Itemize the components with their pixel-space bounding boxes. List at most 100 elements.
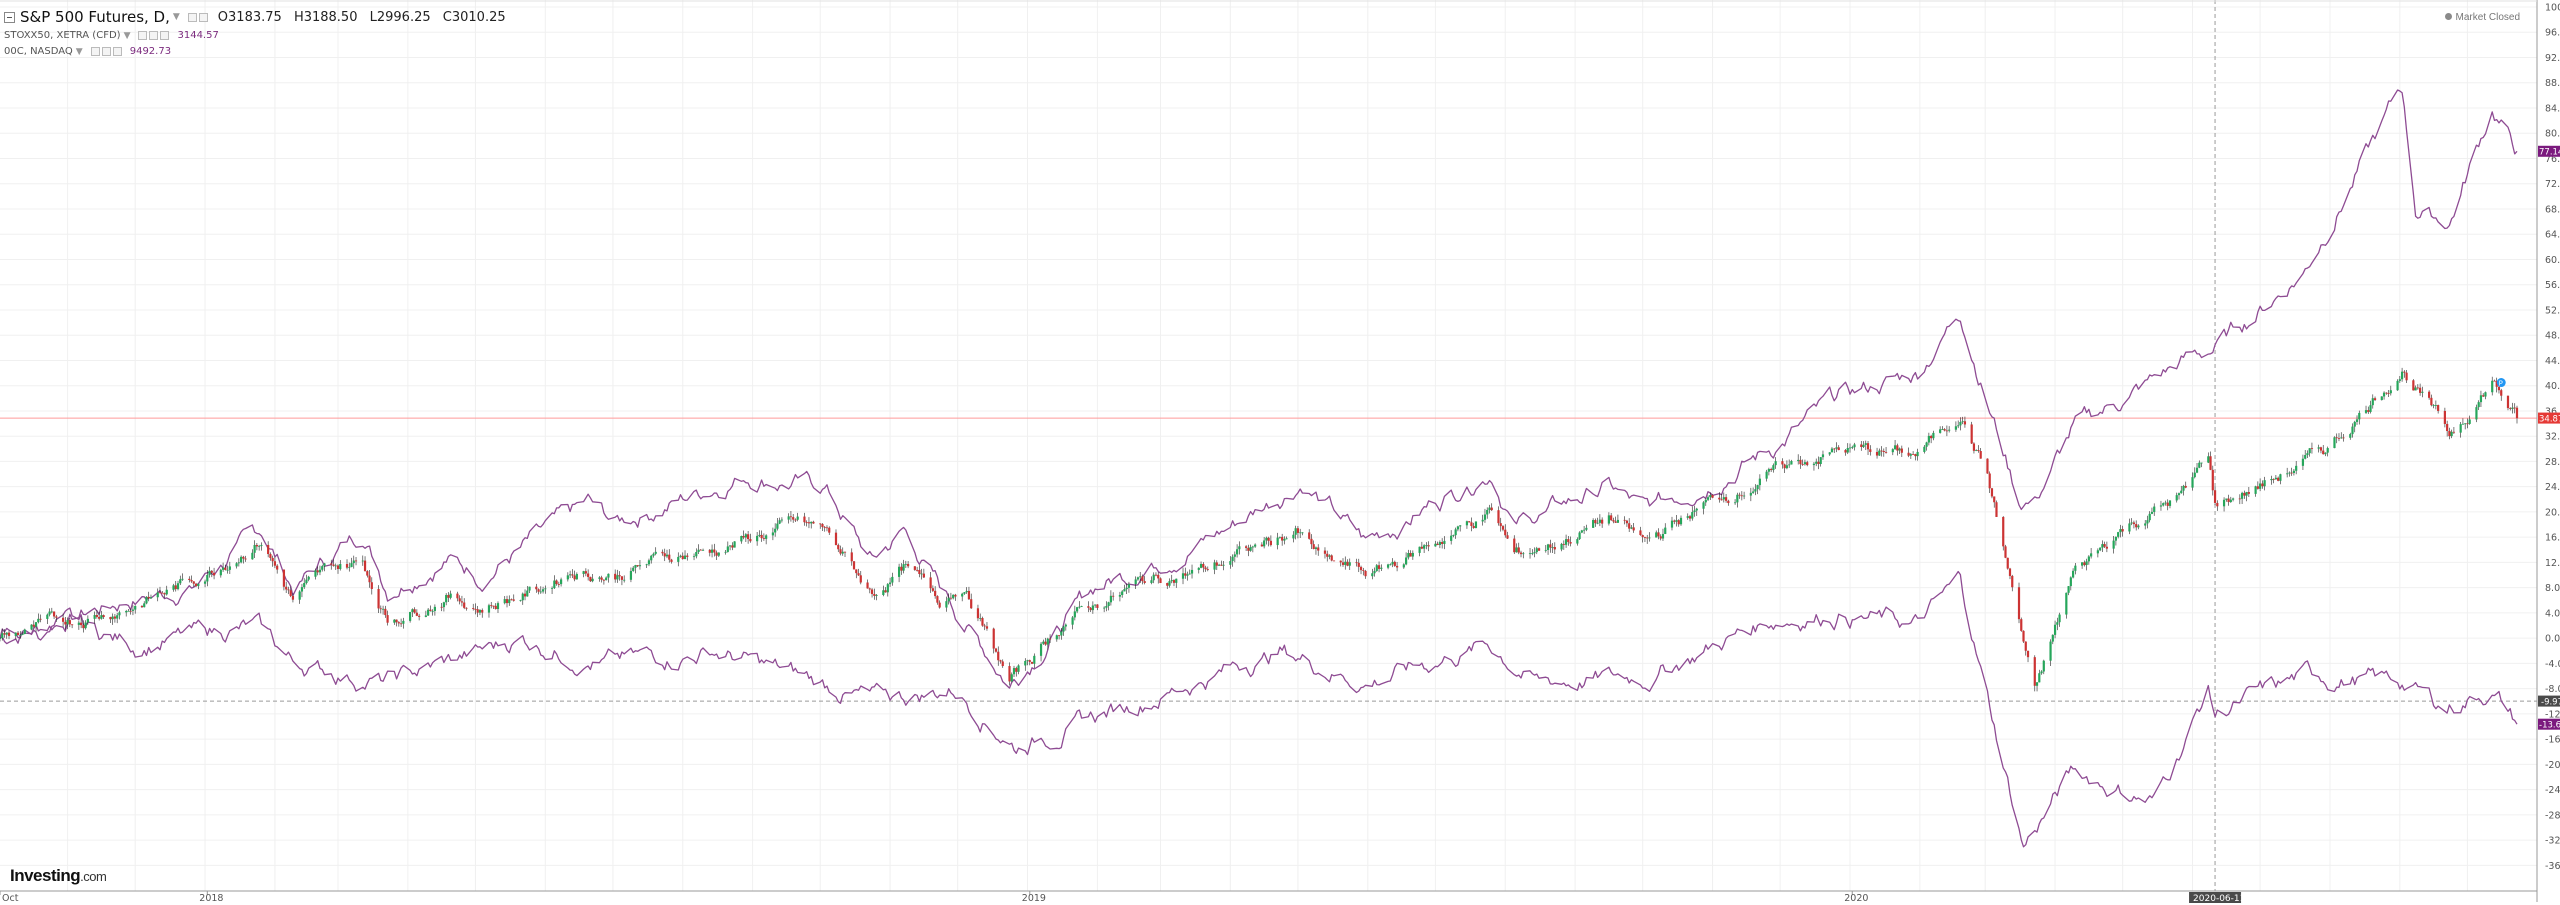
candle-body — [140, 606, 144, 608]
chevron-down-icon[interactable]: ▼ — [172, 12, 180, 22]
y-tick-label: 12.00% — [2545, 558, 2560, 569]
close-icon[interactable] — [198, 12, 208, 22]
compare-series-header: STOXX50, XETRA (CFD) ▼ 3144.57 — [4, 30, 219, 41]
candle-body — [1064, 624, 1067, 627]
candle-body — [1039, 643, 1043, 656]
candle-body — [1625, 520, 1629, 524]
close-icon[interactable] — [160, 31, 170, 40]
y-tick-label: 88.00% — [2545, 78, 2560, 89]
y-tick-label: 92.00% — [2545, 53, 2560, 64]
candle-body — [98, 616, 101, 619]
candle-body — [812, 521, 815, 524]
candle-body — [731, 545, 734, 548]
candle-body — [2373, 398, 2377, 401]
candle-body — [1235, 549, 1239, 555]
candle-body — [747, 534, 750, 540]
y-tick-label: 100.00% — [2545, 3, 2560, 14]
chevron-down-icon[interactable]: ▼ — [75, 46, 83, 57]
candle-body — [1869, 449, 1872, 452]
compare-symbol[interactable]: STOXX50, XETRA (CFD) — [4, 30, 121, 41]
candle-body — [2421, 391, 2424, 393]
candle-body — [2042, 660, 2045, 672]
candle-body — [1963, 421, 1967, 425]
candle-body — [1848, 447, 1852, 449]
candle-body — [2340, 437, 2343, 439]
last-value-tag — [2538, 412, 2560, 424]
candle-body — [976, 608, 980, 619]
candle-body — [740, 536, 743, 542]
candle-body — [32, 624, 35, 627]
candle-body — [111, 616, 114, 620]
eye-icon[interactable] — [90, 47, 100, 56]
candle-body — [717, 552, 720, 556]
candle-body — [1927, 435, 1930, 443]
candle-body — [2103, 544, 2106, 547]
candle-body — [2261, 483, 2264, 487]
candle-body — [620, 576, 624, 580]
eye-icon[interactable] — [138, 31, 148, 40]
candle-body — [1948, 429, 1951, 431]
candle-body — [1299, 532, 1302, 534]
candle-body — [2322, 450, 2325, 455]
candle-body — [1923, 446, 1926, 452]
candle-body — [1819, 457, 1822, 465]
candle-body — [1990, 488, 1994, 497]
candle-body — [661, 551, 664, 554]
chevron-down-icon[interactable]: ▼ — [123, 30, 131, 41]
last-value-label: 34.87% — [2539, 414, 2560, 424]
candle-body — [332, 564, 335, 566]
candle-body — [965, 590, 968, 593]
candle-body — [2033, 657, 2036, 686]
settings-icon[interactable] — [149, 31, 159, 40]
candle-body — [1152, 574, 1155, 581]
candle-body — [2263, 480, 2266, 487]
candle-body — [2238, 498, 2241, 500]
candle-body — [1204, 567, 1207, 570]
candle-body — [2148, 513, 2151, 521]
candle-body — [2040, 671, 2043, 674]
candle-body — [80, 622, 83, 626]
symbol-title[interactable]: S&P 500 Futures, D, — [20, 8, 170, 26]
candle-body — [724, 551, 727, 553]
candle-body — [1828, 452, 1831, 455]
candle-body — [1675, 520, 1678, 522]
candle-body — [1215, 562, 1218, 566]
candle-body — [1170, 580, 1173, 582]
candle-body — [1281, 536, 1284, 541]
candle-body — [1815, 461, 1818, 464]
candle-body — [825, 527, 829, 529]
compare-symbol[interactable]: 00C, NASDAQ — [4, 46, 73, 57]
candle-body — [2292, 470, 2296, 473]
collapse-icon[interactable] — [4, 11, 15, 23]
candle-body — [2130, 522, 2133, 524]
candle-body — [1199, 563, 1203, 568]
candle-body — [282, 569, 286, 587]
candle-body — [1497, 510, 1500, 524]
candle-body — [2301, 458, 2305, 466]
candle-body — [2144, 523, 2147, 526]
candle-body — [1607, 515, 1610, 524]
candle-body — [219, 569, 222, 576]
y-tick-label: 40.00% — [2545, 381, 2560, 392]
candle-body — [366, 571, 369, 576]
candle-body — [692, 556, 696, 558]
candle-body — [2387, 393, 2390, 394]
candle-body — [2069, 577, 2072, 587]
candle-body — [303, 583, 306, 588]
candle-body — [1001, 661, 1004, 667]
candle-body — [5, 632, 8, 635]
candle-body — [1553, 547, 1556, 550]
candle-body — [2459, 424, 2462, 433]
close-icon[interactable] — [112, 47, 122, 56]
candle-body — [379, 608, 382, 610]
candle-body — [1785, 465, 1789, 469]
candle-body — [102, 615, 105, 618]
settings-icon[interactable] — [101, 47, 111, 56]
y-tick-label: -12.00% — [2545, 709, 2560, 720]
candle-body — [1711, 494, 1714, 498]
candle-body — [1736, 494, 1739, 503]
candle-body — [2342, 437, 2345, 439]
eye-icon[interactable] — [187, 12, 197, 22]
candle-body — [931, 588, 934, 591]
